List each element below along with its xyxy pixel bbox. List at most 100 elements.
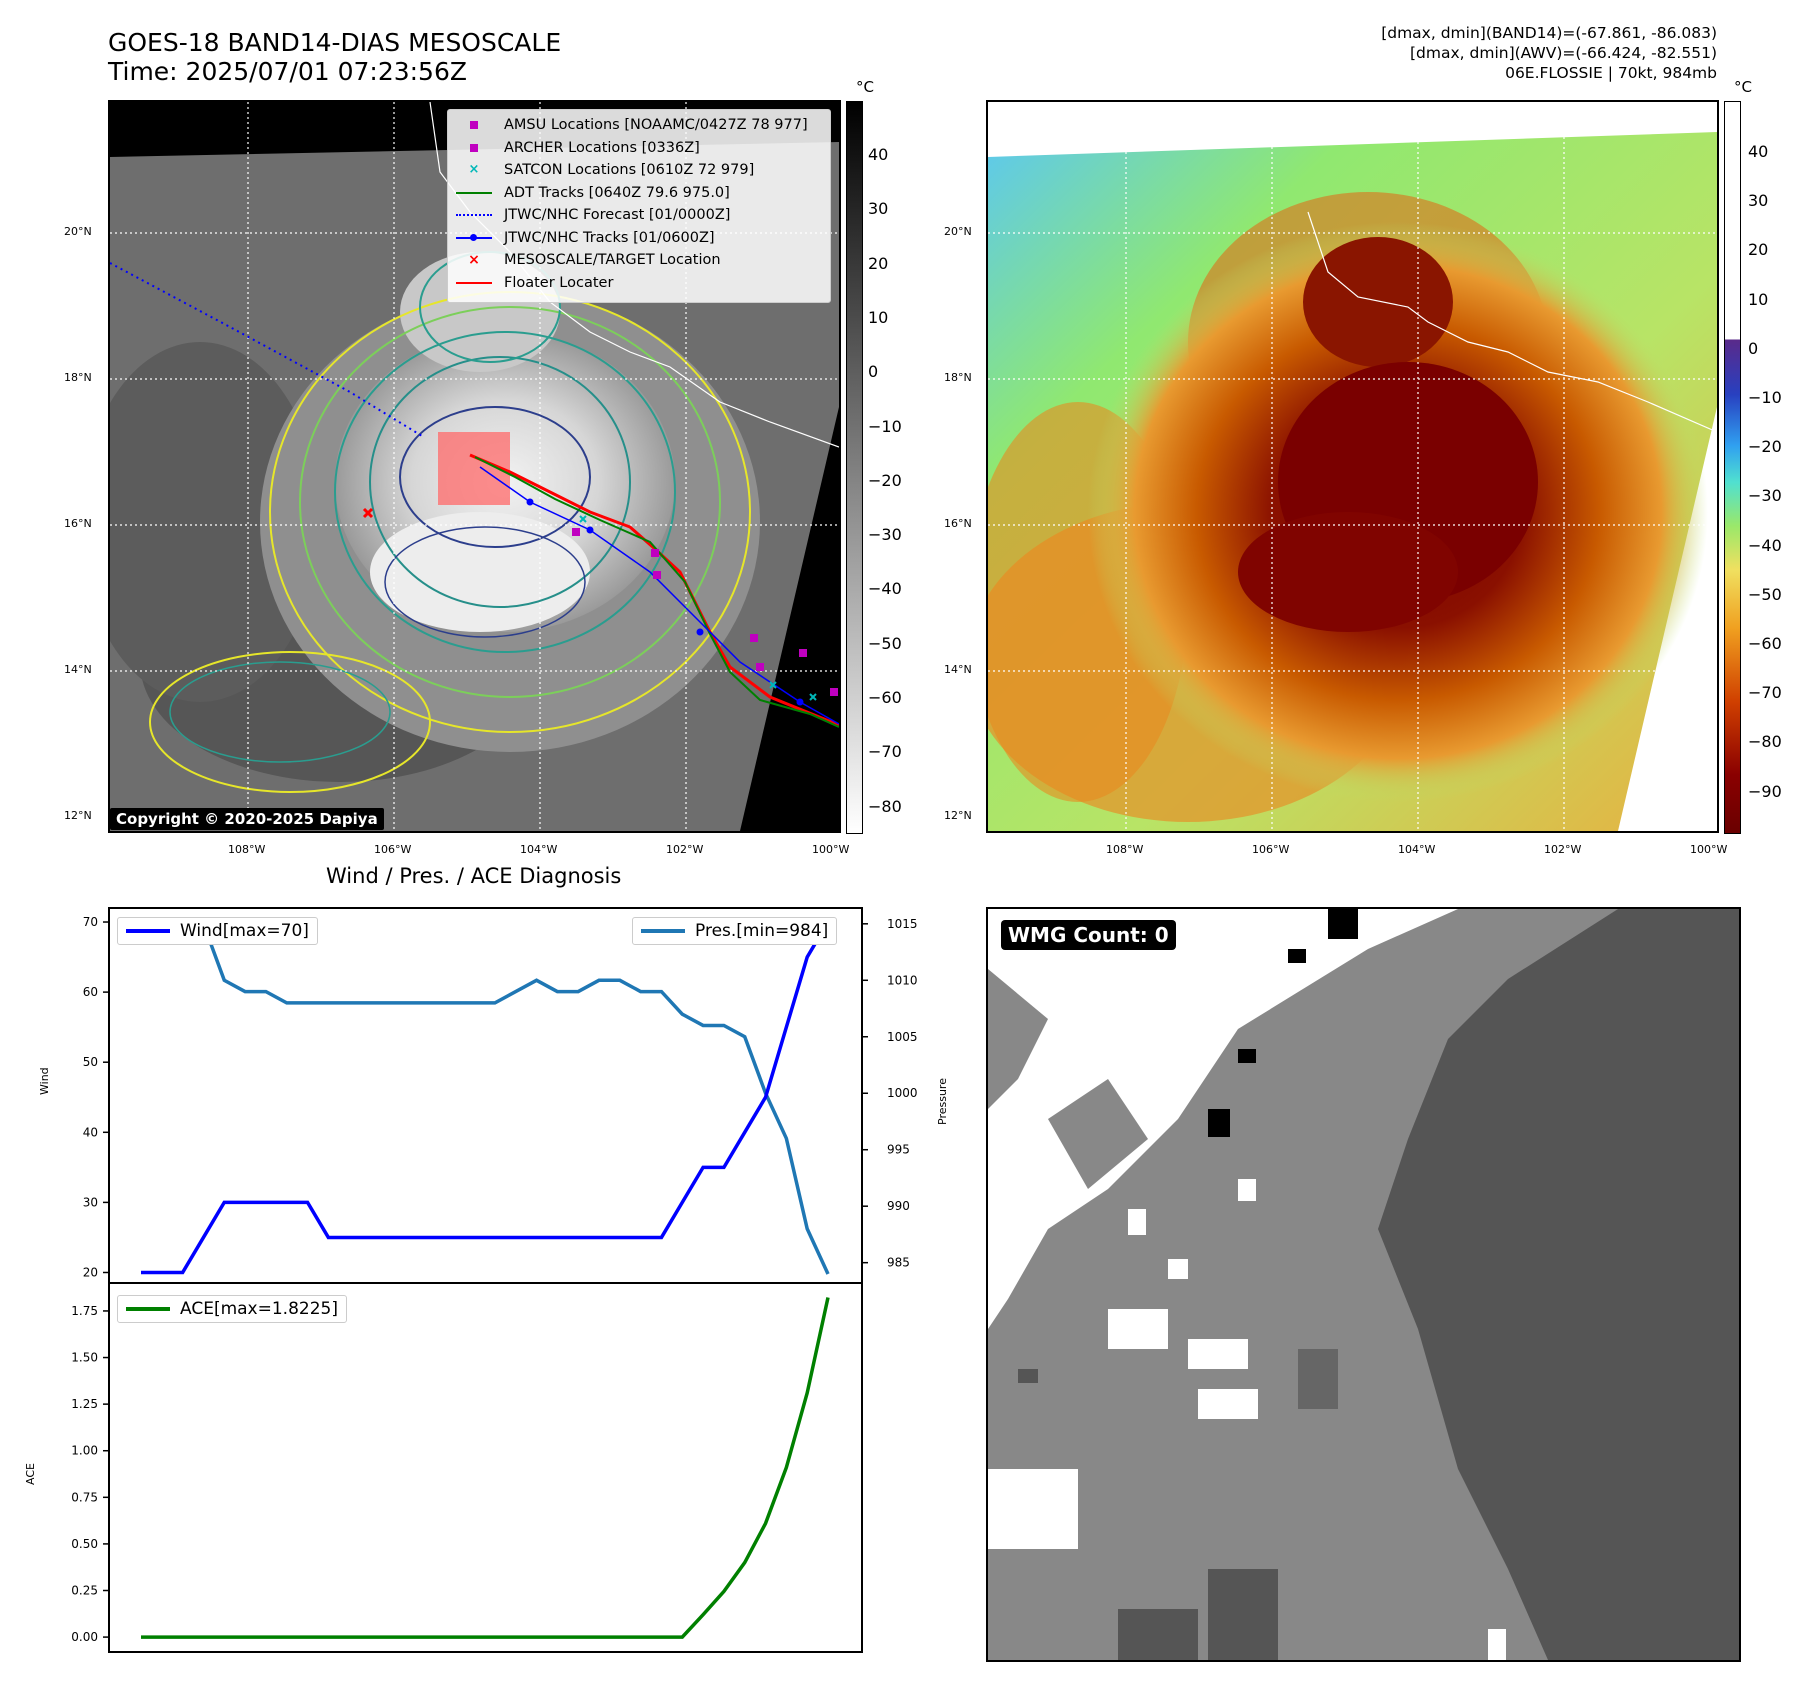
lon-label-104w-right: 104°W — [1398, 843, 1436, 856]
wind-legend: Wind[max=70] — [117, 917, 318, 945]
wind-series-line — [141, 921, 830, 1275]
lon-label-102w: 102°W — [666, 843, 704, 856]
lat-label-12n-right: 12°N — [944, 809, 972, 822]
wind-tick-label: 70 — [83, 915, 98, 929]
lat-label-12n: 12°N — [64, 809, 92, 822]
legend-item-target: × MESOSCALE/TARGET Location — [456, 249, 822, 272]
dias-colorbar-unit: °C — [1734, 78, 1752, 96]
legend-label-satcon: SATCON Locations [0610Z 72 979] — [504, 162, 755, 179]
ace-legend-label: ACE[max=1.8225] — [180, 1299, 338, 1319]
square-marker-icon — [456, 141, 492, 155]
pressure-axis-label: Pressure — [936, 1078, 949, 1125]
dias-colorbar-tick-label: −90 — [1748, 781, 1782, 801]
figure-title-line1: GOES-18 BAND14-DIAS MESOSCALE — [108, 28, 562, 57]
ace-tick-label: 1.50 — [71, 1351, 98, 1365]
ace-tick-label: 0.25 — [71, 1584, 98, 1598]
ir-map-panel: AMSU Locations [NOAAMC/0427Z 78 977] ARC… — [108, 100, 841, 833]
dias-colorbar-tick-label: −60 — [1748, 634, 1782, 653]
lon-label-102w-right: 102°W — [1544, 843, 1582, 856]
ir-colorbar-tick-label: 30 — [868, 199, 889, 219]
legend-item-adt: ADT Tracks [0640Z 79.6 975.0] — [456, 182, 822, 205]
wind-tick-label: 40 — [83, 1125, 98, 1139]
line-dot-icon — [456, 231, 492, 245]
pressure-tick-label: 1005 — [887, 1030, 918, 1044]
lat-label-14n: 14°N — [64, 663, 92, 676]
diagnosis-title: Wind / Pres. / ACE Diagnosis — [326, 864, 622, 888]
dias-colorbar-tick-label: −70 — [1748, 683, 1782, 703]
ir-colorbar-tick-label: −70 — [868, 742, 902, 762]
dias-colorbar-tick-label: −10 — [1748, 388, 1782, 407]
dias-colorbar-tick-label: 40 — [1748, 142, 1769, 161]
wind-tick-label: 50 — [83, 1055, 98, 1069]
ir-colorbar-unit: °C — [856, 78, 874, 96]
ir-colorbar-tick-label: −10 — [868, 416, 902, 436]
lon-label-104w: 104°W — [520, 843, 558, 856]
ace-tick-label: 1.75 — [71, 1304, 98, 1318]
solid-line-icon — [456, 186, 492, 200]
lon-label-100w-right: 100°W — [1690, 843, 1728, 856]
dias-colorbar-tick-label: 0 — [1748, 338, 1759, 358]
lon-label-106w: 106°W — [374, 843, 412, 856]
lon-label-108w: 108°W — [228, 843, 266, 856]
legend-label-target: MESOSCALE/TARGET Location — [504, 252, 721, 269]
ir-colorbar-tick-label: 0 — [868, 362, 879, 382]
dias-map-svg — [988, 102, 1717, 831]
pressure-tick-label: 1015 — [887, 917, 918, 931]
ace-tick-label: 1.25 — [71, 1397, 98, 1411]
dias-colorbar-tick-label: 30 — [1748, 191, 1769, 211]
pressure-tick-label: 995 — [887, 1143, 910, 1157]
ir-colorbar — [846, 101, 863, 834]
ir-colorbar-tick-label: −40 — [868, 579, 902, 599]
wmg-count-label: WMG Count: 0 — [1001, 920, 1176, 950]
x-marker-icon: × — [468, 162, 480, 178]
lat-label-14n-right: 14°N — [944, 663, 972, 676]
ir-colorbar-tick-label: −80 — [868, 796, 902, 816]
x-marker-icon: × — [468, 252, 480, 269]
pressure-tick-label: 985 — [887, 1256, 910, 1270]
lon-label-106w-right: 106°W — [1252, 843, 1290, 856]
dias-colorbar-tick-label: −20 — [1748, 437, 1782, 457]
dias-colorbar — [1724, 101, 1741, 834]
ace-tick-label: 0.50 — [71, 1537, 98, 1551]
pressure-legend-line-icon — [641, 929, 685, 933]
legend-item-amsu: AMSU Locations [NOAAMC/0427Z 78 977] — [456, 114, 822, 137]
solid-line-icon — [456, 276, 492, 290]
lat-label-16n: 16°N — [64, 517, 92, 530]
legend-label-archer: ARCHER Locations [0336Z] — [504, 139, 700, 156]
legend-label-amsu: AMSU Locations [NOAAMC/0427Z 78 977] — [504, 117, 808, 134]
ir-colorbar-tick-label: 10 — [868, 307, 889, 327]
lat-label-18n: 18°N — [64, 371, 92, 384]
figure-title-line2: Time: 2025/07/01 07:23:56Z — [108, 57, 467, 86]
ace-axis-label: ACE — [24, 1463, 37, 1485]
ir-colorbar-tick-label: −50 — [868, 633, 902, 653]
ace-legend: ACE[max=1.8225] — [117, 1295, 347, 1323]
lat-label-16n-right: 16°N — [944, 517, 972, 530]
lon-label-108w-right: 108°W — [1106, 843, 1144, 856]
wind-legend-label: Wind[max=70] — [180, 921, 309, 941]
wind-tick-label: 60 — [83, 985, 98, 999]
legend-label-adt: ADT Tracks [0640Z 79.6 975.0] — [504, 184, 730, 201]
pressure-tick-label: 990 — [887, 1199, 910, 1213]
copyright-label: Copyright © 2020-2025 Dapiya — [110, 808, 384, 830]
lat-label-20n-right: 20°N — [944, 225, 972, 238]
legend-item-forecast: JTWC/NHC Forecast [01/0000Z] — [456, 204, 822, 227]
dias-map-panel — [986, 100, 1719, 833]
pressure-legend-label: Pres.[min=984] — [695, 921, 829, 941]
pressure-legend: Pres.[min=984] — [632, 917, 838, 945]
ace-tick-label: 1.00 — [71, 1444, 98, 1458]
wind-axis-label: Wind — [38, 1067, 51, 1095]
legend-item-satcon: × SATCON Locations [0610Z 72 979] — [456, 159, 822, 182]
wmg-svg — [988, 909, 1739, 1660]
pressure-series-line — [141, 922, 830, 1275]
legend-label-tracks: JTWC/NHC Tracks [01/0600Z] — [504, 229, 715, 246]
map-legend: AMSU Locations [NOAAMC/0427Z 78 977] ARC… — [447, 109, 831, 303]
dmax-band14-text: [dmax, dmin](BAND14)=(-67.861, -86.083) — [1381, 24, 1717, 42]
wind-tick-label: 20 — [83, 1265, 98, 1279]
diagnosis-chart-svg: 20 30 40 50 60 70 985 990 995 1000 1005 1010 1015 0… — [71, 907, 918, 1653]
dias-colorbar-tick-label: −80 — [1748, 732, 1782, 752]
legend-item-floater: Floater Locater — [456, 272, 822, 295]
pressure-tick-label: 1000 — [887, 1086, 918, 1100]
ir-colorbar-tick-label: 40 — [868, 145, 889, 164]
wmg-panel: WMG Count: 0 — [986, 907, 1741, 1662]
dias-colorbar-tick-label: 10 — [1748, 289, 1769, 309]
